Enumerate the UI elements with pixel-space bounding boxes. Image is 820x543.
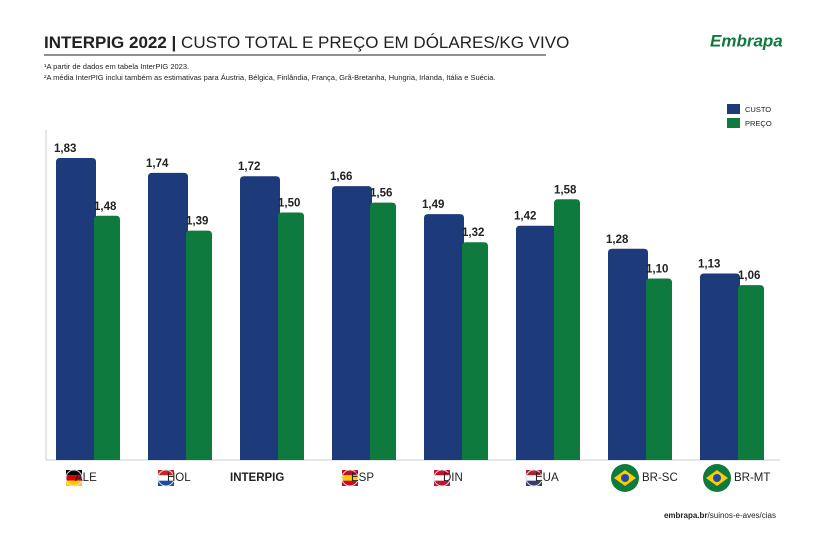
bar [516, 225, 556, 460]
flag-ring [525, 469, 543, 487]
value-label: 1,32 [462, 227, 484, 239]
x-tick-label: HOL [167, 472, 191, 484]
note: ¹A partir de dados em tabela InterPIG 20… [44, 62, 189, 71]
flag [526, 470, 542, 476]
source: embrapa.br/suinos-e-aves/cias [664, 511, 776, 520]
flag [342, 475, 358, 481]
flag-ring [65, 469, 83, 487]
flag [713, 474, 721, 482]
flag [66, 475, 82, 481]
value-label: 1,83 [54, 143, 76, 155]
bar [332, 186, 372, 460]
legend-label: PREÇO [745, 119, 772, 128]
bar [94, 215, 120, 460]
value-label: 1,49 [422, 199, 444, 211]
flag-ring [433, 469, 451, 487]
bar [370, 202, 396, 460]
flag [66, 480, 82, 486]
x-tick-label: INTERPIG [230, 472, 284, 484]
legend-label: CUSTO [745, 105, 771, 114]
bar [554, 199, 580, 461]
bar [738, 285, 764, 460]
x-tick-label: DIN [443, 472, 463, 484]
flag-ring [157, 469, 175, 487]
x-tick-label: EUA [535, 472, 559, 484]
value-label: 1,39 [186, 216, 208, 228]
value-label: 1,28 [606, 234, 629, 246]
bar [700, 273, 740, 460]
x-tick-label: BR-MT [734, 472, 770, 484]
x-tick-label: ESP [351, 472, 374, 484]
flag [158, 470, 174, 476]
flag [526, 475, 542, 481]
chart-title: INTERPIG 2022 | CUSTO TOTAL E PREÇO EM D… [44, 33, 569, 52]
note: ²A média InterPIG inclui também as estim… [44, 73, 495, 82]
value-label: 1,48 [94, 201, 117, 213]
bar [646, 278, 672, 460]
value-label: 1,13 [698, 259, 720, 271]
logo: Embrapa [710, 31, 783, 50]
flag [434, 475, 450, 481]
value-label: 1,42 [514, 211, 536, 223]
flag-ring [341, 469, 359, 487]
value-label: 1,72 [238, 161, 260, 173]
bar [424, 214, 464, 460]
flag [621, 474, 629, 482]
value-label: 1,74 [146, 158, 169, 170]
value-label: 1,58 [554, 184, 577, 196]
bar [56, 158, 96, 461]
x-tick-label: ALE [75, 472, 97, 484]
value-label: 1,06 [738, 270, 760, 282]
flag [434, 470, 450, 476]
flag [526, 480, 542, 486]
flag [342, 470, 358, 476]
bar [608, 248, 648, 460]
legend-swatch [727, 118, 740, 128]
value-label: 1,56 [370, 188, 392, 200]
x-tick-label: BR-SC [642, 472, 678, 484]
legend-swatch [727, 104, 740, 114]
flag [158, 475, 174, 481]
value-label: 1,66 [330, 171, 352, 183]
flag [434, 480, 450, 486]
bar [278, 212, 304, 460]
bar [462, 242, 488, 460]
flag [342, 480, 358, 486]
bar [148, 172, 188, 460]
flag [158, 480, 174, 486]
bar [240, 176, 280, 460]
value-label: 1,50 [278, 198, 300, 210]
value-label: 1,10 [646, 264, 668, 276]
bar [186, 230, 212, 460]
flag [66, 470, 82, 476]
